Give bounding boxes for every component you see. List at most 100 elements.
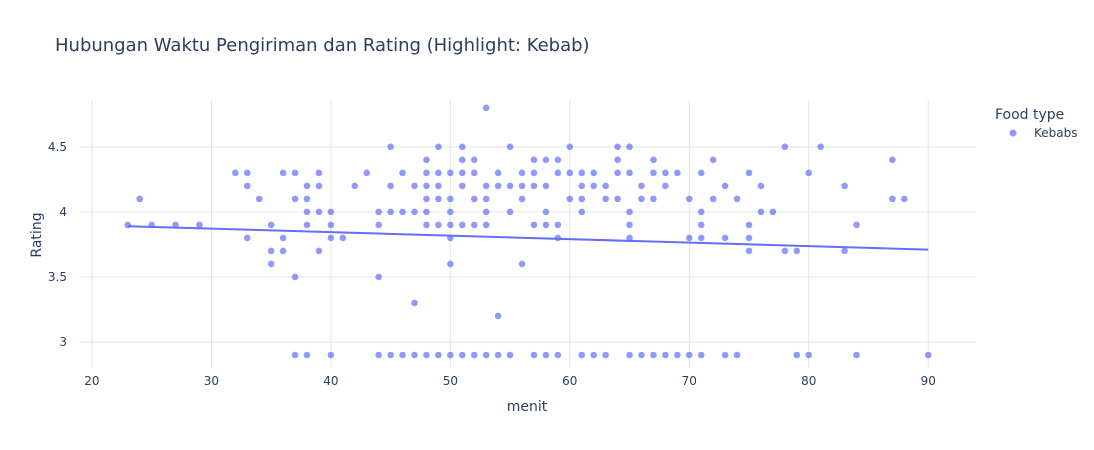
data-point[interactable] (423, 351, 430, 359)
data-point[interactable] (626, 351, 633, 359)
data-point[interactable] (399, 208, 406, 216)
data-point[interactable] (697, 169, 705, 177)
data-point[interactable] (423, 195, 430, 203)
data-point[interactable] (423, 208, 430, 216)
data-point[interactable] (590, 351, 598, 359)
data-point[interactable] (243, 169, 251, 177)
data-point[interactable] (470, 351, 478, 359)
data-point[interactable] (375, 273, 382, 281)
data-point[interactable] (674, 351, 681, 359)
data-point[interactable] (697, 208, 705, 216)
data-point[interactable] (470, 195, 478, 203)
data-point[interactable] (745, 221, 753, 229)
data-point[interactable] (554, 169, 562, 177)
data-point[interactable] (650, 351, 657, 359)
data-point[interactable] (662, 169, 669, 177)
data-point[interactable] (291, 195, 299, 203)
legend[interactable]: Food type Kebabs (995, 107, 1078, 140)
data-point[interactable] (375, 221, 382, 229)
data-point[interactable] (267, 221, 275, 229)
data-point[interactable] (327, 221, 335, 229)
data-point[interactable] (315, 169, 323, 177)
data-point[interactable] (494, 182, 502, 190)
data-point[interactable] (435, 169, 442, 177)
data-point[interactable] (411, 182, 418, 190)
data-point[interactable] (685, 234, 693, 242)
data-point[interactable] (542, 208, 550, 216)
data-point[interactable] (721, 182, 729, 190)
data-point[interactable] (470, 169, 478, 177)
data-point[interactable] (327, 351, 335, 359)
data-point[interactable] (530, 221, 538, 229)
data-point[interactable] (805, 351, 813, 359)
data-point[interactable] (291, 273, 299, 281)
data-point[interactable] (411, 299, 418, 307)
data-point[interactable] (530, 156, 538, 164)
data-point[interactable] (172, 221, 179, 229)
data-point[interactable] (757, 182, 765, 190)
data-point[interactable] (506, 143, 514, 151)
data-point[interactable] (662, 351, 669, 359)
data-point[interactable] (542, 351, 550, 359)
data-point[interactable] (745, 169, 753, 177)
data-point[interactable] (315, 247, 323, 255)
data-point[interactable] (518, 169, 526, 177)
data-point[interactable] (841, 247, 848, 255)
data-point[interactable] (243, 182, 251, 190)
data-point[interactable] (733, 351, 741, 359)
data-point[interactable] (745, 247, 753, 255)
data-point[interactable] (542, 182, 550, 190)
data-point[interactable] (578, 169, 586, 177)
data-point[interactable] (626, 169, 633, 177)
data-point[interactable] (506, 182, 514, 190)
data-point[interactable] (889, 195, 896, 203)
data-point[interactable] (482, 221, 490, 229)
data-point[interactable] (614, 169, 621, 177)
data-point[interactable] (447, 260, 454, 268)
data-point[interactable] (530, 169, 538, 177)
data-point[interactable] (614, 195, 621, 203)
data-point[interactable] (697, 351, 705, 359)
data-point[interactable] (458, 156, 466, 164)
data-point[interactable] (518, 182, 526, 190)
data-point[interactable] (578, 195, 586, 203)
data-point[interactable] (124, 221, 132, 229)
data-point[interactable] (447, 351, 454, 359)
data-point[interactable] (709, 195, 717, 203)
data-point[interactable] (853, 351, 860, 359)
data-point[interactable] (674, 169, 681, 177)
data-point[interactable] (411, 208, 418, 216)
data-point[interactable] (375, 208, 382, 216)
data-point[interactable] (447, 208, 454, 216)
data-point[interactable] (638, 182, 645, 190)
data-point[interactable] (423, 169, 430, 177)
data-point[interactable] (423, 221, 430, 229)
data-point[interactable] (447, 234, 454, 242)
data-point[interactable] (697, 234, 705, 242)
data-point[interactable] (494, 351, 502, 359)
data-point[interactable] (590, 182, 598, 190)
data-point[interactable] (685, 351, 693, 359)
data-point[interactable] (602, 351, 609, 359)
data-point[interactable] (602, 182, 609, 190)
data-point[interactable] (423, 156, 430, 164)
data-point[interactable] (148, 221, 155, 229)
data-point[interactable] (279, 234, 287, 242)
data-point[interactable] (721, 351, 729, 359)
data-point[interactable] (482, 208, 490, 216)
data-point[interactable] (363, 169, 371, 177)
data-point[interactable] (602, 195, 609, 203)
data-point[interactable] (626, 221, 633, 229)
data-point[interactable] (447, 221, 454, 229)
data-point[interactable] (650, 195, 657, 203)
data-point[interactable] (793, 247, 801, 255)
data-point[interactable] (650, 156, 657, 164)
data-point[interactable] (303, 182, 311, 190)
data-point[interactable] (578, 351, 586, 359)
data-point[interactable] (291, 169, 299, 177)
data-point[interactable] (482, 351, 490, 359)
legend-marker-kebabs[interactable] (1009, 129, 1017, 137)
data-point[interactable] (757, 208, 765, 216)
data-point[interactable] (554, 351, 562, 359)
data-point[interactable] (924, 351, 932, 359)
